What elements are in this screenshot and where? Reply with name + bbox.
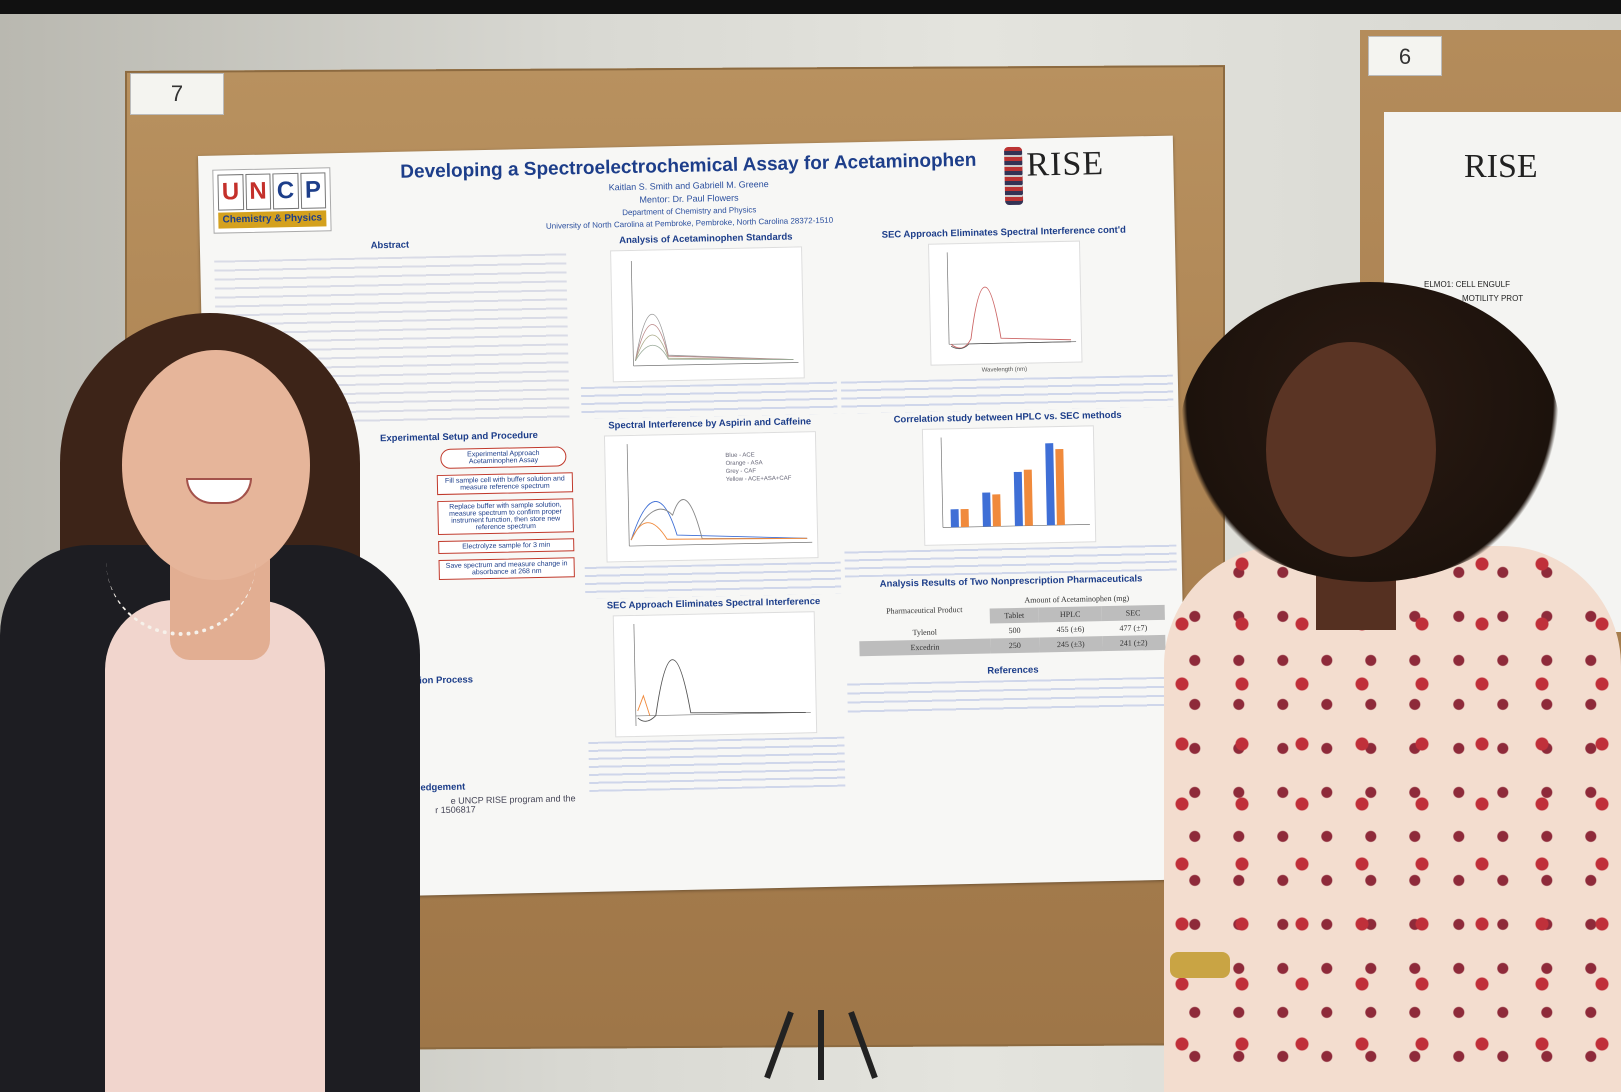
row-sec: 241 (±2) (1102, 634, 1166, 652)
right-poster-title-fragment2: MOTILITY PROT (1462, 294, 1524, 303)
row-tablet: 250 (990, 637, 1040, 654)
legend-entry: Yellow - ACE+ASA+CAF (725, 475, 792, 484)
flow-step: Fill sample cell with buffer solution an… (436, 472, 574, 496)
flow-step: Replace buffer with sample solution, mea… (437, 498, 574, 536)
sec-cont-caption (840, 374, 1174, 414)
logo-letter: P (299, 172, 327, 209)
col-header: HPLC (1038, 606, 1102, 623)
standards-figure (610, 246, 805, 383)
section-abstract-heading: Abstract (370, 239, 410, 252)
sec-cont-plot (946, 252, 1077, 350)
easel-stand (756, 1000, 886, 1080)
correlation-figure (921, 425, 1097, 546)
row-hplc: 455 (±6) (1056, 624, 1085, 635)
right-person-floral-blouse (1164, 546, 1621, 1092)
interference-caption (584, 561, 842, 599)
sec-cont-figure: Wavelength (nm) (927, 240, 1083, 374)
poster-column-middle: Analysis of Acetaminophen Standards Spec… (578, 229, 847, 874)
correlation-caption (844, 544, 1177, 578)
row-tablet: 500 (1008, 625, 1021, 636)
top-edge (0, 0, 1621, 14)
row-hplc: 245 (±3) (1039, 636, 1103, 653)
board-number-7: 7 (130, 73, 224, 115)
standards-spectra-plot (630, 260, 799, 367)
references-text (847, 676, 1180, 718)
research-poster: U N C P Chemistry & Physics Developing a… (198, 135, 1189, 900)
rise-logo-text: RISE (1025, 145, 1105, 184)
logo-letter: U (217, 174, 244, 211)
section-sec-cont-heading: SEC Approach Eliminates Spectral Interfe… (881, 224, 1126, 241)
dna-icon (1003, 146, 1024, 206)
row-sec: 477 (±7) (1119, 623, 1148, 633)
axis-label: Wavelength (nm) (981, 366, 1028, 374)
flow-step: Save spectrum and measure change in abso… (438, 557, 575, 581)
wrist-watch (1170, 952, 1230, 978)
rise-logo: RISE (1003, 141, 1123, 209)
row-name: Excedrin (859, 638, 991, 657)
right-poster-rise-logo: RISE (1464, 148, 1538, 185)
left-person-top (105, 600, 325, 1092)
logo-letter: C (272, 172, 299, 210)
results-table: Pharmaceutical Product Amount of Acetami… (859, 590, 1166, 657)
interference-figure: Blue - ACE Orange - ASA Grey - CAF Yello… (603, 431, 819, 563)
interference-spectra-plot (626, 444, 813, 547)
right-person-face (1266, 342, 1436, 557)
sec-spectra-plot (633, 623, 811, 726)
flow-step: Electrolyze sample for 3 min (438, 538, 575, 555)
right-poster-title-fragment: ELMO1: CELL ENGULF (1424, 280, 1510, 289)
pearl-necklace (106, 532, 256, 636)
col-product-header: Pharmaceutical Product (886, 604, 963, 616)
flow-title-box: Experimental Approach Acetaminophen Assa… (440, 446, 567, 469)
sec-figure (612, 611, 818, 738)
sec-caption (588, 736, 846, 792)
board-number-6: 6 (1368, 36, 1442, 76)
poster-column-right: SEC Approach Eliminates Spectral Interfe… (838, 222, 1183, 869)
standards-caption (580, 381, 838, 420)
uncp-logo: U N C P Chemistry & Physics (212, 167, 332, 234)
logo-letter: N (244, 173, 272, 211)
section-standards-heading: Analysis of Acetaminophen Standards (619, 231, 793, 247)
col-header: Tablet (989, 607, 1039, 624)
correlation-bar-chart (940, 437, 1090, 528)
logo-band: Chemistry & Physics (218, 210, 327, 229)
col-header: SEC (1101, 604, 1165, 622)
